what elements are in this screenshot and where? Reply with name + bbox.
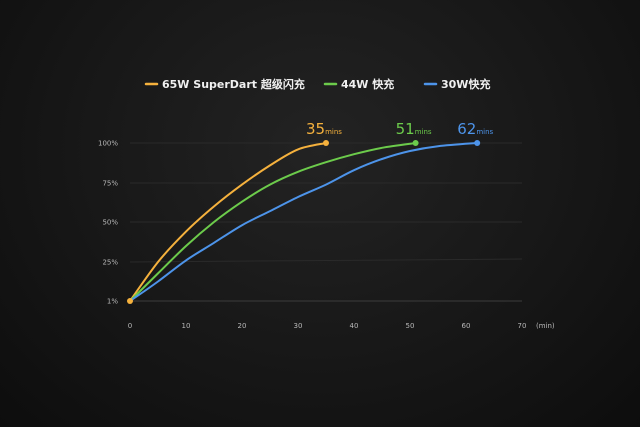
x-tick-20: 20	[238, 322, 247, 330]
x-tick-10: 10	[182, 322, 191, 330]
end-labels: 35mins 51mins 62mins	[306, 120, 493, 138]
legend-label-0: 65W SuperDart 超级闪充	[162, 77, 305, 91]
y-tick-50: 50%	[102, 219, 118, 227]
series-line-35-min	[129, 142, 327, 302]
legend-label-2: 30W快充	[441, 77, 490, 91]
x-tick-60: 60	[462, 322, 471, 330]
y-axis-ticks: 1% 25% 50% 75% 100%	[98, 140, 118, 306]
legend: 65W SuperDart 超级闪充 44W 快充 30W快充	[144, 77, 490, 91]
y-tick-75: 75%	[102, 180, 118, 188]
grid	[129, 142, 523, 302]
legend-label-1: 44W 快充	[341, 77, 394, 91]
x-tick-0: 0	[128, 322, 132, 330]
end-label-unit: mins	[415, 128, 432, 136]
series-end-point-51-min	[412, 140, 419, 146]
end-label-unit: mins	[476, 128, 493, 136]
y-tick-25: 25%	[102, 259, 118, 267]
series-line-51-min	[129, 142, 417, 302]
x-axis-ticks: 0 10 20 30 40 50 60 70 (min)	[128, 322, 555, 330]
series-group	[127, 140, 481, 304]
end-label-value: 35	[306, 120, 325, 138]
end-label-51-min: 51mins	[396, 120, 432, 138]
x-tick-50: 50	[406, 322, 415, 330]
series-end-point-35-min	[323, 140, 329, 146]
end-label-value: 51	[396, 120, 415, 138]
end-label-unit: mins	[325, 128, 342, 136]
x-axis-unit: (min)	[536, 322, 555, 330]
x-tick-40: 40	[350, 322, 359, 330]
x-tick-70: 70	[518, 322, 527, 330]
y-tick-1: 1%	[107, 298, 118, 306]
end-label-value: 62	[457, 120, 476, 138]
end-label-62-min: 62mins	[457, 120, 493, 138]
series-end-point-62-min	[474, 140, 481, 146]
y-tick-100: 100%	[98, 140, 118, 148]
end-label-35-min: 35mins	[306, 120, 342, 138]
start-point	[127, 298, 133, 304]
series-line-62-min	[129, 142, 479, 302]
x-tick-30: 30	[294, 322, 303, 330]
gridline-25	[129, 258, 523, 263]
